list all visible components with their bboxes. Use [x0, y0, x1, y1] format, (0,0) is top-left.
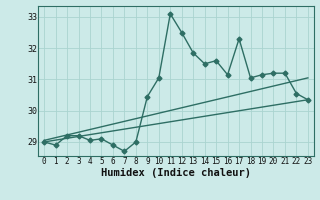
- X-axis label: Humidex (Indice chaleur): Humidex (Indice chaleur): [101, 168, 251, 178]
